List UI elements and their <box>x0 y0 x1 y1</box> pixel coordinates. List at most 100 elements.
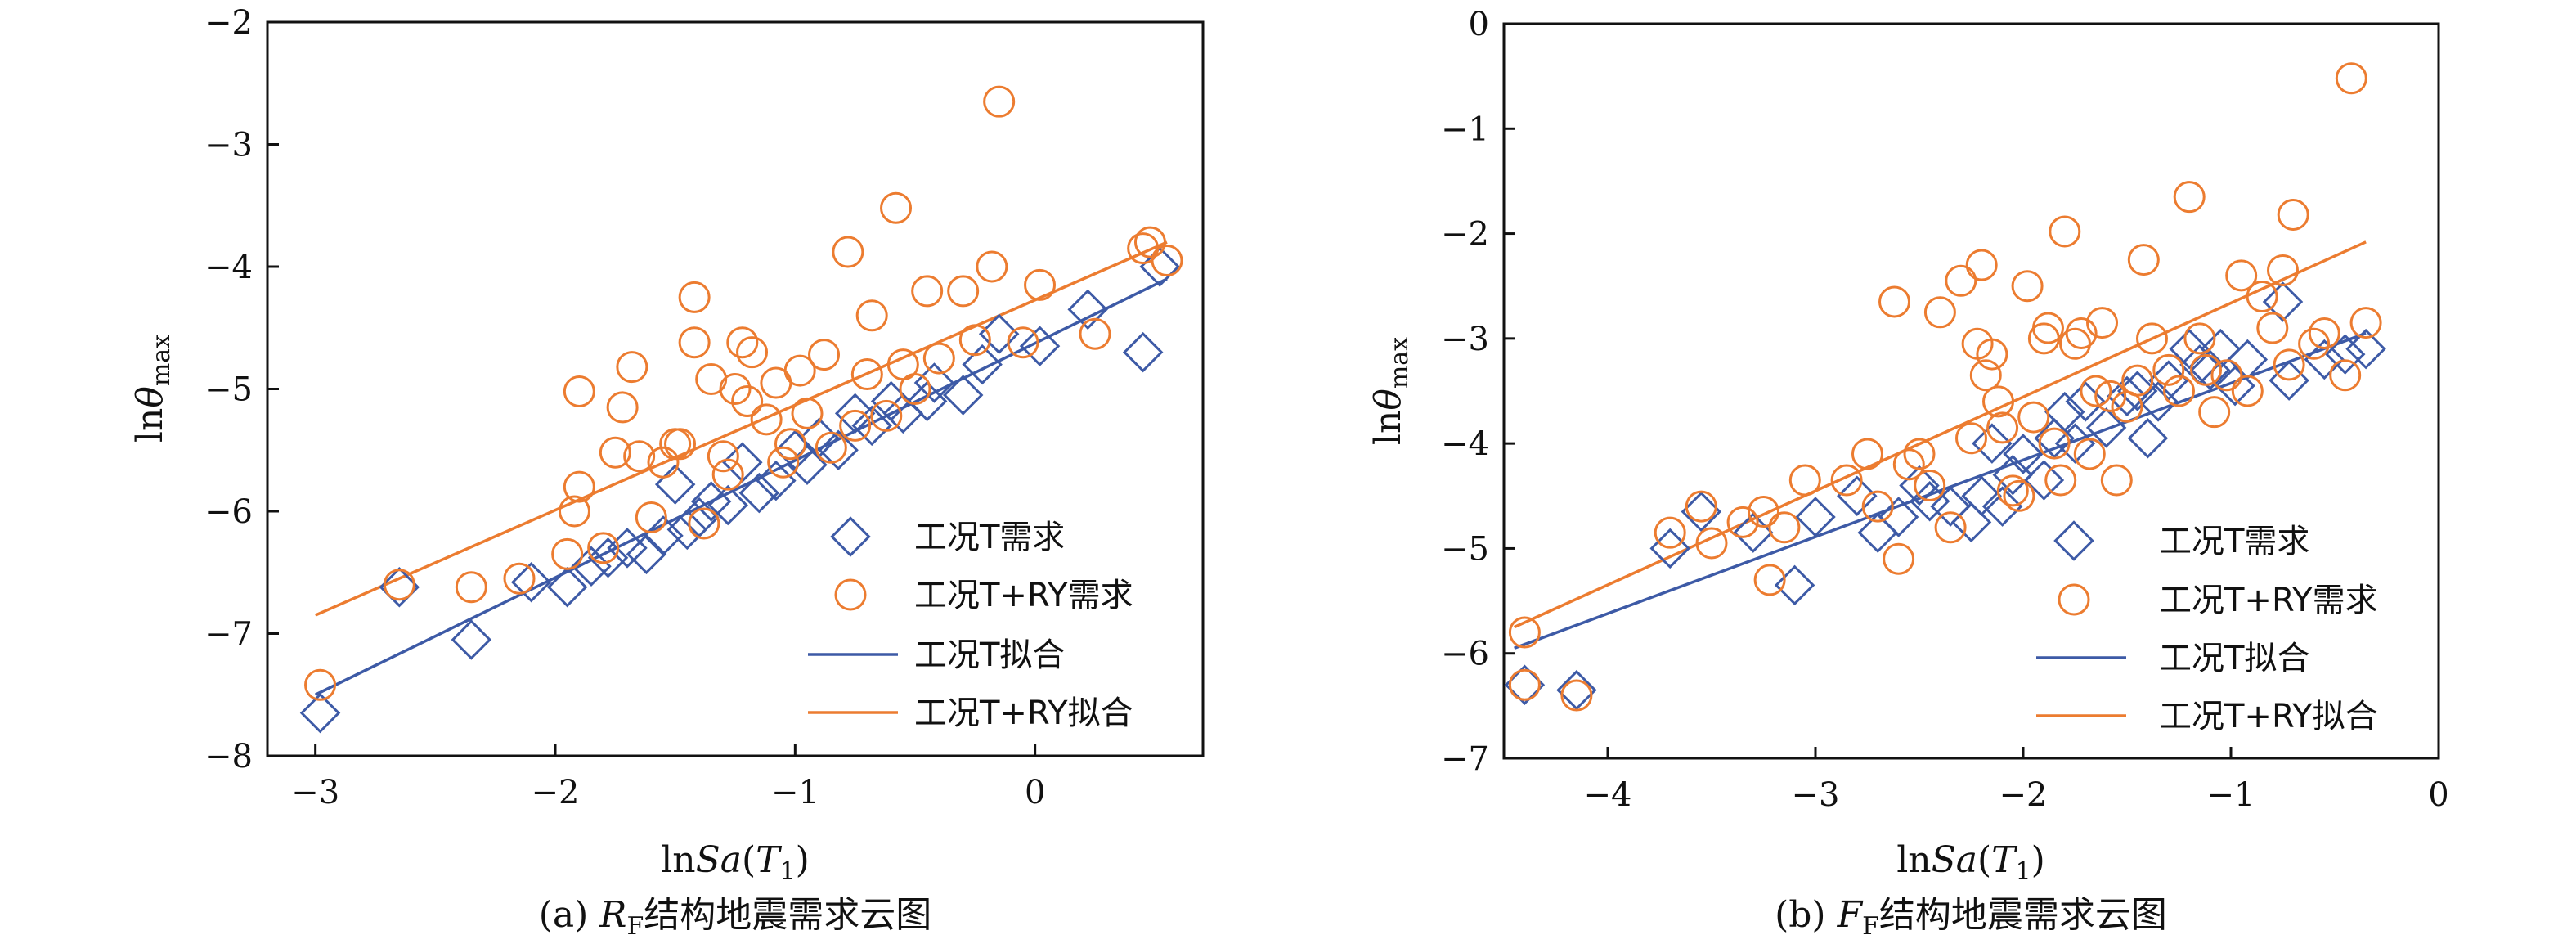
panel-a-point-TRY <box>767 446 800 479</box>
panel-b-point-TRY <box>1861 490 1894 523</box>
panel-a-point-TRY <box>688 507 720 540</box>
panel-a-point-TRY <box>958 324 991 357</box>
panel-b-point-TRY <box>2267 254 2299 286</box>
panel-b-y-tick-label: −2 <box>1441 216 1489 254</box>
panel-b-point-TRY <box>2094 380 2127 412</box>
panel-a-legend-marker-diamond <box>830 516 871 557</box>
panel-a-point-TRY <box>880 191 913 224</box>
panel-b-point-T <box>1837 475 1878 517</box>
panel-a-point-TRY <box>1024 268 1057 301</box>
panel-a-point-TRY <box>839 409 872 442</box>
panel-a-x-tick-label: 0 <box>1025 774 1045 811</box>
panel-a-point-TRY <box>304 668 337 701</box>
panel-b-point-T <box>2345 328 2386 370</box>
panel-b-point-TRY <box>2349 307 2382 339</box>
panel-a-point-TRY <box>1151 245 1183 277</box>
panel-a-x-tick-label: −1 <box>771 774 819 811</box>
panel-b-y-tick-label: −7 <box>1441 740 1489 778</box>
panel-b-point-TRY <box>2135 322 2168 355</box>
panel-b-point-TRY <box>2127 244 2160 276</box>
panel-a-y-tick-label: −7 <box>204 616 253 654</box>
panel-b-point-T <box>2227 339 2269 380</box>
panel-b-legend: 工况T需求 工况T+RY需求 工况T拟合 工况T+RY拟合 <box>2036 520 2378 735</box>
panel-b-fit-lines <box>1513 240 2367 650</box>
panel-b-point-TRY <box>1726 506 1759 538</box>
panel-a-x-tick-label: −2 <box>532 774 580 811</box>
panel-b-point-TRY <box>1685 490 1717 523</box>
panel-a-point-TRY <box>455 571 487 604</box>
panel-b-point-TRY <box>2198 396 2231 429</box>
panel-a-point-TRY <box>850 358 883 391</box>
panel-a-point-T <box>756 460 797 501</box>
panel-a-point-T <box>942 375 984 416</box>
panel-a-point-TRY <box>616 351 648 384</box>
panel-b-point-TRY <box>2073 438 2106 470</box>
panel-a-point-TRY <box>551 537 584 570</box>
panel-a-point-T <box>834 393 876 434</box>
panel-a-point-TRY <box>832 236 864 268</box>
panel-b-point-TRY <box>2049 215 2081 248</box>
panel-a-point-TRY <box>1133 226 1166 258</box>
panel-b-point-TRY <box>1986 411 2019 444</box>
panel-b-point-TRY <box>2031 312 2064 344</box>
panel-b-point-TRY <box>1982 385 2015 418</box>
panel-b: −4 −3 −2 −1 0 −7 −6 −5 −4 −3 −2 −1 0 工况T需求 工况T+RY需求 … <box>1367 6 2449 941</box>
panel-a-point-TRY <box>855 299 888 332</box>
panel-a-point-T <box>666 509 708 551</box>
panel-b-point-T <box>1733 512 1774 553</box>
panel-b-point-TRY <box>2038 427 2071 460</box>
panel-a-point-TRY <box>563 470 595 503</box>
panel-b-point-T <box>2116 371 2158 411</box>
panel-b-point-TRY <box>1883 542 1915 575</box>
panel-a-point-TRY <box>623 440 656 473</box>
panel-a-point-TRY <box>815 431 847 464</box>
panel-a-y-tick-label: −6 <box>204 493 253 531</box>
panel-b-point-TRY <box>2100 464 2133 497</box>
panel-a-point-TRY <box>731 384 764 417</box>
panel-b-point-TRY <box>2163 375 2195 407</box>
panel-b-legend-marker-circle <box>2058 583 2090 616</box>
panel-b-point-TRY <box>2225 259 2258 292</box>
panel-a-point-TRY <box>635 501 667 533</box>
panel-b-point-T <box>2148 360 2189 401</box>
panel-a-point-TRY <box>711 458 744 491</box>
panel-a-legend-label-4: 工况T+RY拟合 <box>914 695 1133 732</box>
panel-b-x-tick-label: −4 <box>1584 776 1632 814</box>
panel-b-point-TRY <box>2086 307 2119 339</box>
panel-a-point-T <box>738 472 780 514</box>
panel-b-point-TRY <box>1788 464 1821 497</box>
panel-a-point-TRY <box>664 428 697 461</box>
panel-b-point-TRY <box>2080 375 2112 407</box>
panel-b-point-TRY <box>2011 270 2044 303</box>
panel-a-legend-label-2: 工况T+RY需求 <box>914 577 1133 614</box>
panel-b-point-T <box>2189 349 2231 391</box>
panel-a-legend-label-1: 工况T需求 <box>914 519 1065 556</box>
panel-b-point-TRY <box>1560 679 1593 712</box>
panel-b-point-TRY <box>2298 327 2331 360</box>
panel-a-x-tick-label: −3 <box>291 774 339 811</box>
panel-b-point-T <box>2107 375 2147 417</box>
panel-b-point-TRY <box>1508 616 1541 649</box>
panel-a-point-TRY <box>587 532 620 564</box>
panel-b-point-TRY <box>1914 469 1946 501</box>
panel-b-point-TRY <box>2335 62 2367 95</box>
panel-a-point-TRY <box>695 363 728 396</box>
panel-a-point-T <box>607 528 648 569</box>
panel-a-point-TRY <box>707 440 739 473</box>
panel-b-y-tick-label: −6 <box>1441 636 1489 673</box>
panel-b-point-TRY <box>1851 438 1883 470</box>
panel-b-point-TRY <box>1878 285 1911 318</box>
panel-b-y-tick-label: −3 <box>1441 321 1489 358</box>
panel-b-point-TRY <box>2256 312 2289 344</box>
panel-b-point-TRY <box>2173 181 2206 214</box>
panel-a-point-T <box>299 692 341 734</box>
panel-a-point-T <box>451 619 492 660</box>
panel-a-point-T <box>707 484 748 526</box>
panel-a-point-TRY <box>870 399 903 432</box>
panel-b-y-tick-label: 0 <box>1469 6 1489 43</box>
panel-b-point-T <box>2138 381 2179 422</box>
panel-a-point-TRY <box>647 446 680 479</box>
panel-b-point-TRY <box>2273 348 2305 381</box>
panel-b-point-TRY <box>1753 564 1786 596</box>
panel-a-point-TRY <box>947 275 980 308</box>
